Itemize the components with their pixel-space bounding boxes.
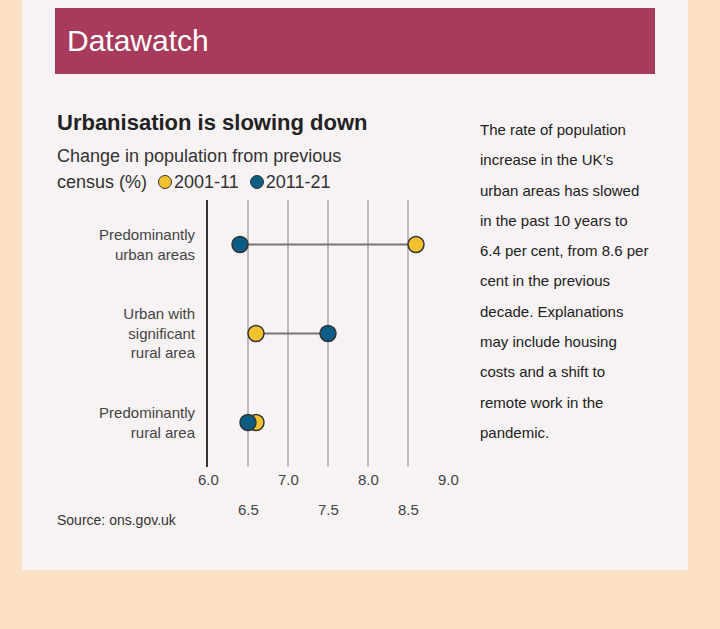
html-text:Urbanisation is slowing down: Urbanisation is slowing down (57, 110, 368, 135)
svg-text:9.0: 9.0 (438, 471, 459, 488)
svg-text:7.5: 7.5 (318, 501, 339, 518)
html-text:2001-11: 2001-11 (174, 172, 239, 192)
svg-text:7.0: 7.0 (278, 471, 299, 488)
svg-text:Urban withsignificantrural are: Urban withsignificantrural area (123, 305, 196, 361)
svg-text:Predominantlyurban areas: Predominantlyurban areas (99, 226, 195, 263)
html-text:2011-21: 2011-21 (265, 172, 331, 192)
svg-text:8.0: 8.0 (358, 471, 379, 488)
svg-text:6.0: 6.0 (198, 471, 219, 488)
html-text:Datawatch: Datawatch (67, 24, 209, 57)
svg-text:6.5: 6.5 (238, 501, 259, 518)
html-text:The rate of population increas: The rate of population increase in the U… (480, 121, 649, 441)
svg-text:8.5: 8.5 (398, 501, 419, 518)
svg-text:Predominantlyrural area: Predominantlyrural area (99, 404, 196, 441)
html-text:Source: ons.gov.uk: Source: ons.gov.uk (57, 512, 176, 528)
html-text:Change in population from prev: Change in population from previous censu… (57, 146, 342, 192)
